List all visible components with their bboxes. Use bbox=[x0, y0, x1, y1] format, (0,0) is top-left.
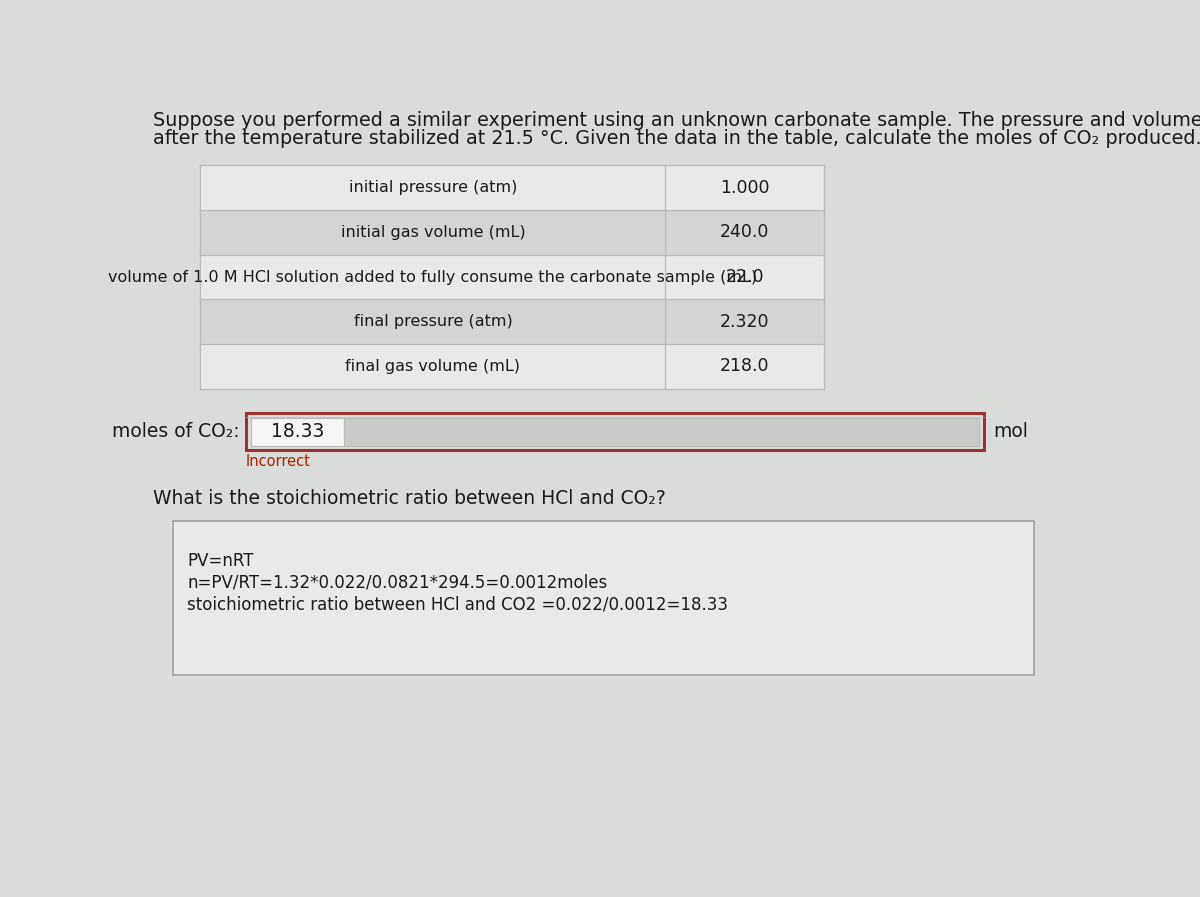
Text: 218.0: 218.0 bbox=[720, 357, 769, 375]
Text: Suppose you performed a similar experiment using an unknown carbonate sample. Th: Suppose you performed a similar experime… bbox=[154, 111, 1200, 130]
Text: volume of 1.0 M HCl solution added to fully consume the carbonate sample (mL): volume of 1.0 M HCl solution added to fu… bbox=[108, 269, 757, 284]
Text: 2.320: 2.320 bbox=[720, 313, 769, 331]
Text: final pressure (atm): final pressure (atm) bbox=[354, 314, 512, 329]
Bar bbox=[200, 344, 824, 388]
Text: final gas volume (mL): final gas volume (mL) bbox=[346, 359, 521, 374]
Text: mol: mol bbox=[994, 422, 1028, 441]
Text: after the temperature stabilized at 21.5 °C. Given the data in the table, calcul: after the temperature stabilized at 21.5… bbox=[154, 129, 1200, 148]
Bar bbox=[200, 210, 824, 255]
Text: 22.0: 22.0 bbox=[726, 268, 764, 286]
Text: 240.0: 240.0 bbox=[720, 223, 769, 241]
Bar bbox=[200, 300, 824, 344]
Text: PV=nRT: PV=nRT bbox=[187, 552, 253, 570]
Bar bbox=[173, 521, 1033, 675]
Bar bbox=[343, 418, 979, 446]
Bar bbox=[200, 165, 824, 210]
Bar bbox=[251, 418, 343, 446]
Text: 18.33: 18.33 bbox=[270, 422, 324, 441]
Text: stoichiometric ratio between HCl and CO2 =0.022/0.0012=18.33: stoichiometric ratio between HCl and CO2… bbox=[187, 595, 728, 613]
Text: 1.000: 1.000 bbox=[720, 179, 769, 196]
Bar bbox=[200, 255, 824, 300]
Bar bbox=[246, 414, 984, 450]
Text: What is the stoichiometric ratio between HCl and CO₂?: What is the stoichiometric ratio between… bbox=[154, 489, 666, 508]
Text: moles of CO₂:: moles of CO₂: bbox=[113, 422, 240, 441]
Text: n=PV/RT=1.32*0.022/0.0821*294.5=0.0012moles: n=PV/RT=1.32*0.022/0.0821*294.5=0.0012mo… bbox=[187, 573, 607, 591]
Text: Incorrect: Incorrect bbox=[246, 454, 311, 469]
Text: initial pressure (atm): initial pressure (atm) bbox=[349, 180, 517, 196]
Text: initial gas volume (mL): initial gas volume (mL) bbox=[341, 225, 526, 239]
